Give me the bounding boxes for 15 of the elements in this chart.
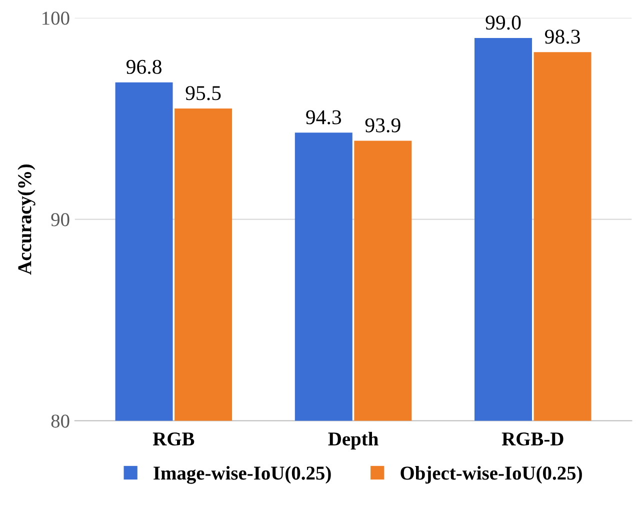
x-tick-label: RGB xyxy=(152,432,194,446)
x-tick-label: Depth xyxy=(328,432,378,450)
y-tick-label: 90 xyxy=(51,213,70,226)
data-label: 93.9 xyxy=(365,118,400,132)
y-axis-title: Accuracy(%) xyxy=(18,164,36,275)
data-label: 99.0 xyxy=(486,16,521,30)
y-tick-label: 80 xyxy=(51,414,70,428)
data-label: 98.3 xyxy=(544,30,580,44)
legend-label: Object-wise-IoU(0.25) xyxy=(400,466,582,484)
y-tick-label: 100 xyxy=(42,12,70,25)
data-label: 95.5 xyxy=(186,86,221,100)
data-label: 94.3 xyxy=(306,110,342,124)
data-label: 96.8 xyxy=(126,60,162,74)
legend-label: Image-wise-IoU(0.25) xyxy=(154,466,331,484)
x-tick-label: RGB-D xyxy=(502,432,564,446)
